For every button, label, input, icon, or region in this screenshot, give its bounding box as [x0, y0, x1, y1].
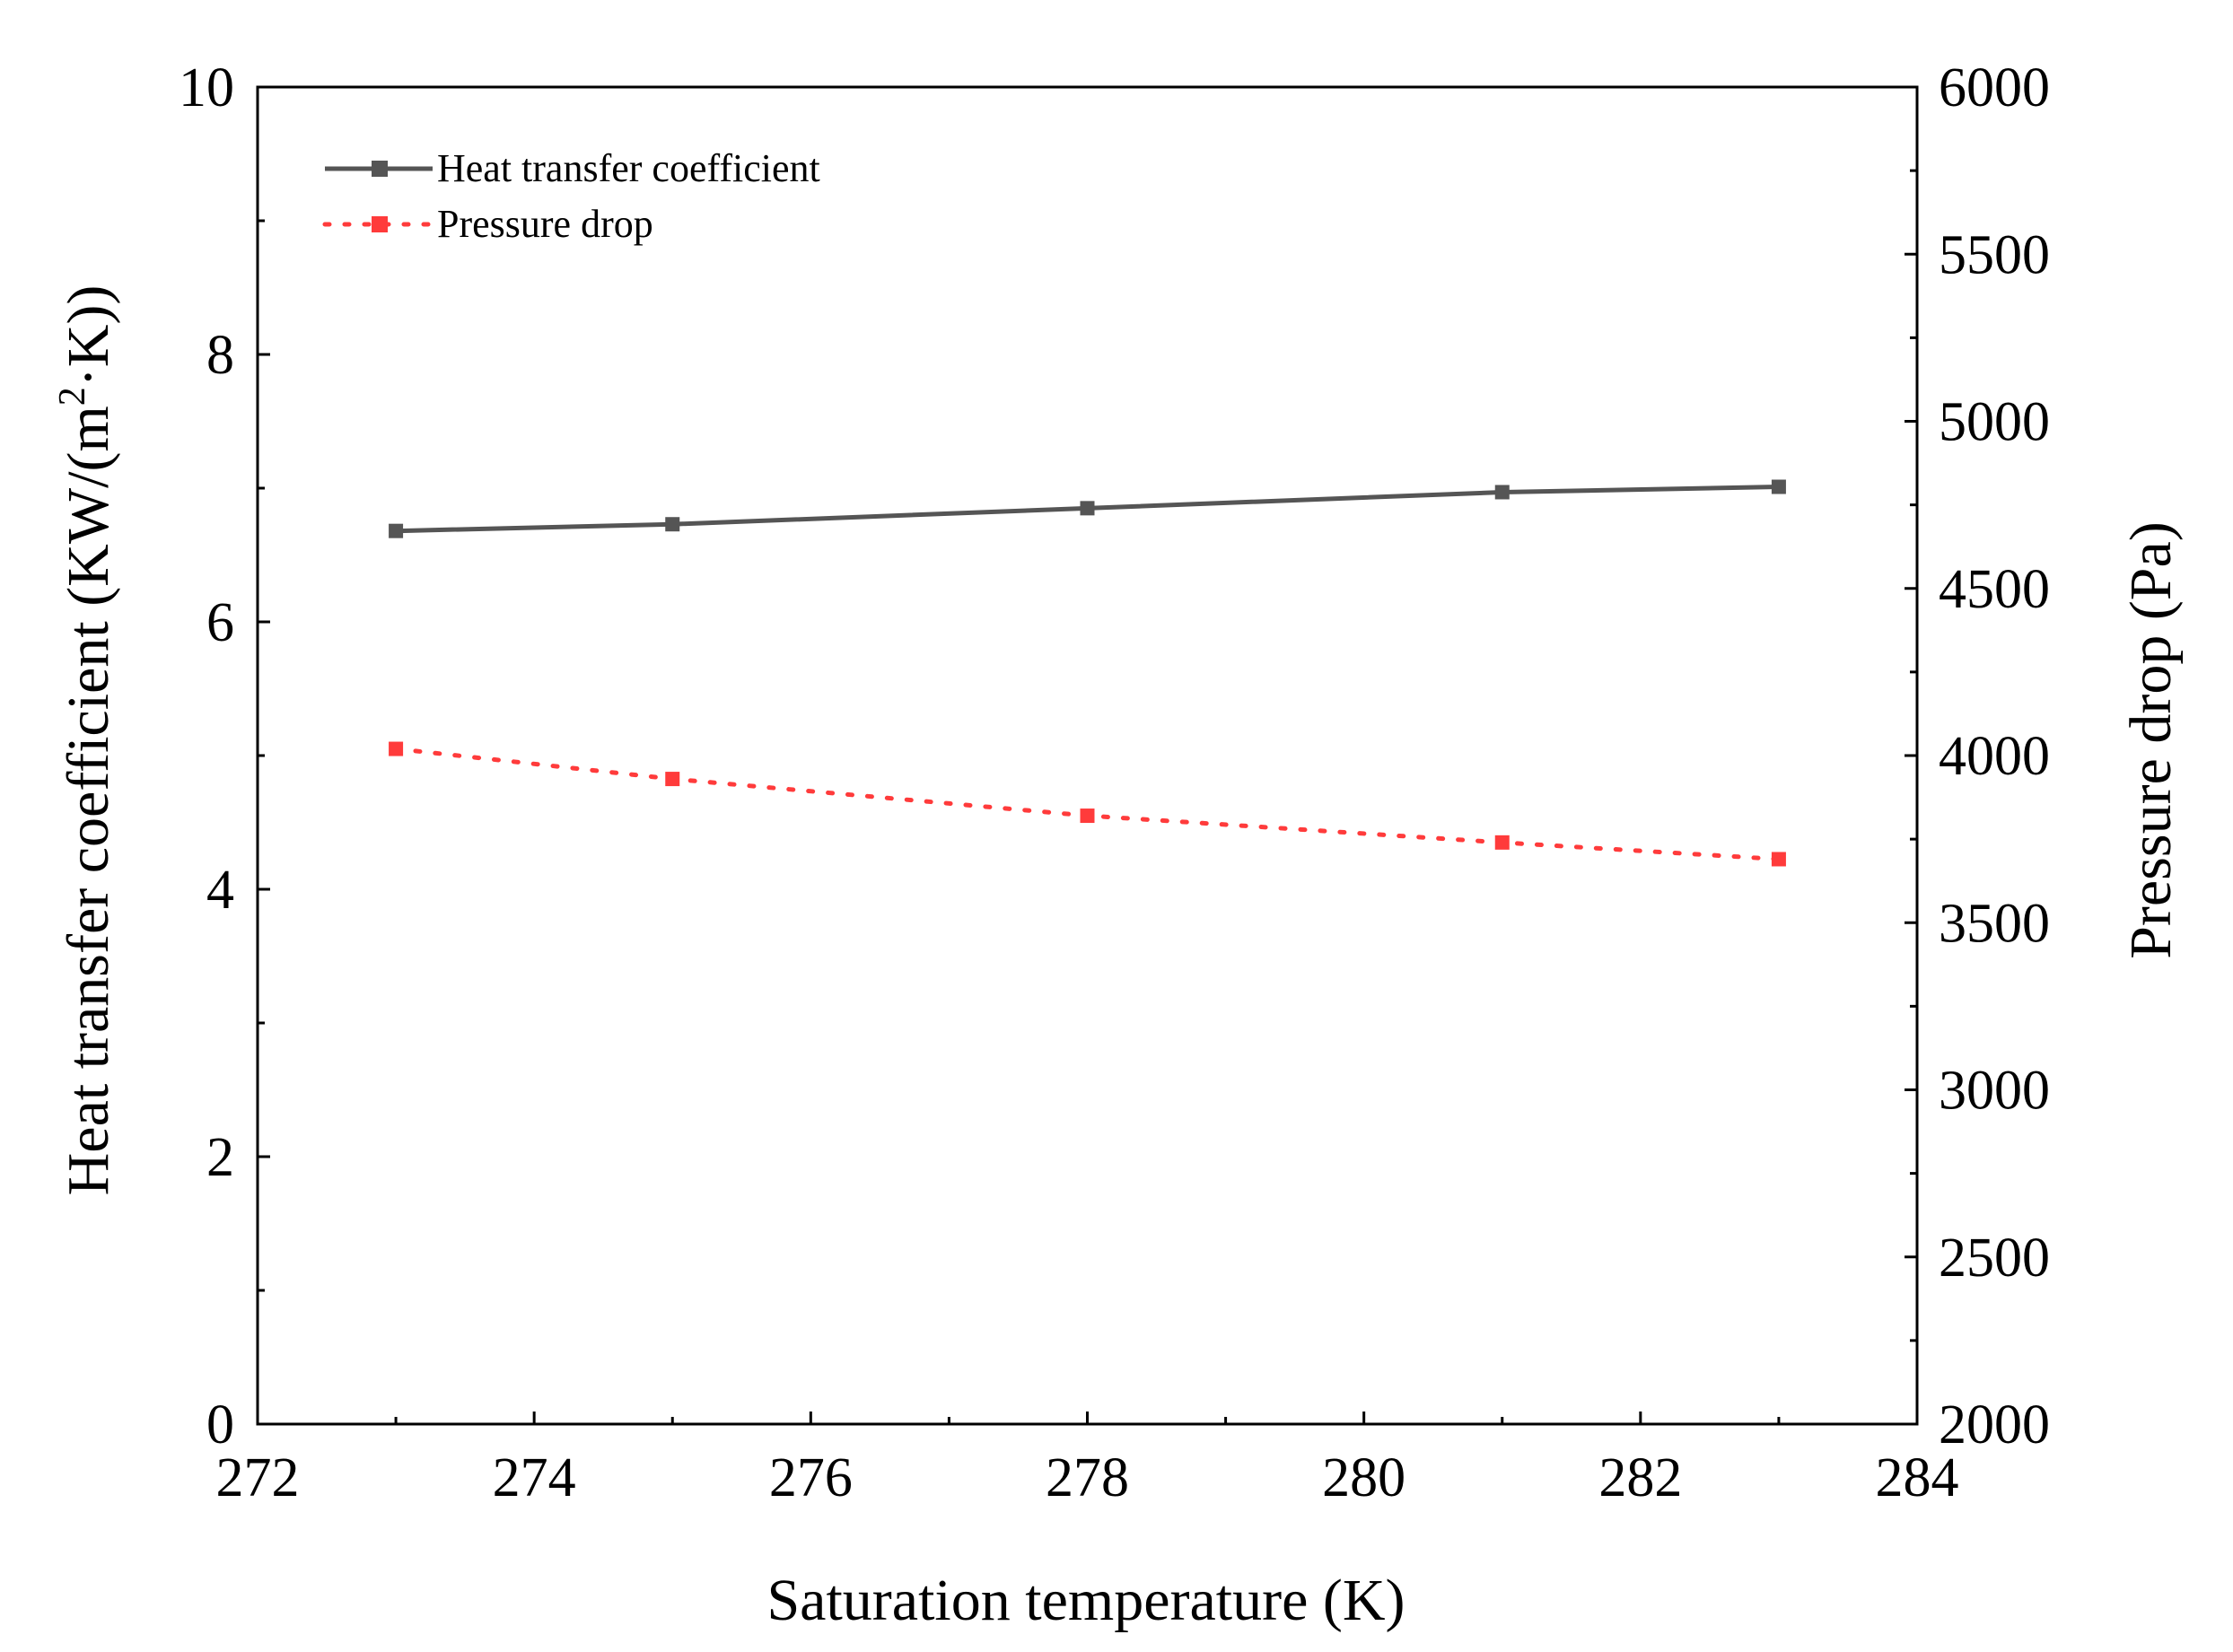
data-point-marker — [1771, 479, 1786, 494]
right-y-tick-label: 2500 — [1939, 1228, 2050, 1289]
left-y-axis-title-superscript: 2 — [52, 387, 93, 406]
right-y-tick-label: 3500 — [1939, 893, 2050, 954]
left-y-axis-title: Heat transfer coefficient (KW/(m2·K)) — [52, 285, 121, 1196]
data-point-marker — [389, 523, 404, 538]
left-y-tick-label: 6 — [206, 592, 234, 653]
data-point-marker — [1494, 485, 1510, 500]
right-y-tick-label: 4000 — [1939, 726, 2050, 787]
legend: Heat transfer coefficient Pressure drop — [322, 146, 820, 246]
left-y-axis-title-main: Heat transfer coefficient (KW/(m — [56, 406, 121, 1195]
data-point-marker — [389, 741, 404, 756]
left-y-tick-label: 0 — [206, 1394, 234, 1455]
legend-marker — [372, 161, 388, 177]
x-tick-label: 282 — [1598, 1447, 1682, 1508]
data-point-marker — [665, 772, 680, 787]
x-tick-label: 280 — [1322, 1447, 1405, 1508]
left-y-axis-title-end: ·K)) — [56, 285, 121, 388]
left-y-tick-label: 10 — [179, 57, 234, 118]
x-tick-label: 274 — [493, 1447, 576, 1508]
legend-label: Pressure drop — [437, 202, 653, 246]
right-y-axis-title: Pressure drop (Pa) — [2118, 521, 2184, 959]
series-group — [389, 479, 1786, 867]
axes-group: 272 274 276 278 280 282 284 0 2 4 6 8 10 2000 2500 3000… — [179, 57, 2050, 1508]
left-y-tick-label: 2 — [206, 1127, 234, 1188]
x-axis-title: Saturation temperature (K) — [766, 1568, 1405, 1633]
right-y-tick-label: 2000 — [1939, 1394, 2050, 1455]
left-y-tick-label: 4 — [206, 860, 234, 921]
x-tick-label: 276 — [769, 1447, 853, 1508]
right-y-tick-label: 6000 — [1939, 57, 2050, 118]
data-point-marker — [1771, 852, 1786, 867]
right-y-tick-label: 5000 — [1939, 392, 2050, 453]
data-point-marker — [1080, 501, 1095, 516]
x-tick-label: 278 — [1046, 1447, 1129, 1508]
data-point-marker — [1494, 835, 1510, 850]
right-y-tick-label: 5500 — [1939, 224, 2050, 285]
legend-label: Heat transfer coefficient — [437, 146, 820, 190]
legend-marker — [372, 216, 388, 232]
right-y-tick-label: 3000 — [1939, 1061, 2050, 1122]
left-y-tick-label: 8 — [206, 325, 234, 386]
x-tick-label: 284 — [1876, 1447, 1959, 1508]
right-y-tick-label: 4500 — [1939, 559, 2050, 620]
x-tick-label: 272 — [216, 1447, 300, 1508]
data-point-marker — [665, 517, 680, 532]
data-point-marker — [1080, 809, 1095, 824]
